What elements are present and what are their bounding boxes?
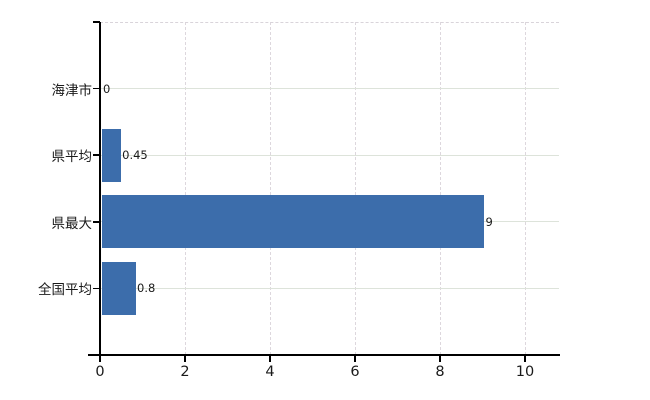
y-axis-tick [93, 87, 100, 90]
x-axis-line [88, 354, 560, 356]
x-axis-tick [354, 355, 356, 362]
x-axis-tick [439, 355, 441, 362]
x-axis-tick-label: 6 [350, 364, 360, 380]
x-axis-tick [524, 355, 526, 362]
horizontal-gridline [100, 287, 559, 289]
value-label: 0.8 [137, 281, 156, 296]
value-label: 0.45 [122, 148, 148, 163]
vertical-gridline [270, 22, 271, 355]
category-label: 県最大 [51, 215, 93, 232]
x-axis-tick-label: 4 [265, 364, 275, 380]
category-label: 県平均 [51, 149, 93, 166]
value-label: 0 [103, 81, 111, 96]
x-axis-tick-label: 2 [180, 364, 190, 380]
bar [101, 195, 484, 249]
category-label: 海津市 [51, 82, 93, 99]
horizontal-gridline [100, 88, 559, 90]
y-axis-tick [93, 154, 100, 156]
value-label: 9 [485, 214, 493, 229]
vertical-gridline [525, 22, 526, 355]
y-axis-top-tick [93, 21, 100, 23]
x-axis-tick [184, 355, 186, 362]
vertical-gridline [440, 22, 441, 355]
x-axis-tick-label: 8 [435, 364, 445, 380]
bar [101, 261, 136, 315]
category-label: 全国平均 [38, 282, 92, 299]
x-axis-tick [99, 355, 101, 362]
y-axis-tick [93, 287, 100, 290]
y-axis-tick [93, 221, 100, 223]
vertical-gridline [185, 22, 186, 355]
y-axis-line [99, 22, 101, 362]
x-axis-tick [269, 355, 271, 362]
vertical-gridline [355, 22, 356, 355]
plot-top-border [100, 22, 559, 23]
horizontal-gridline [100, 154, 559, 156]
x-axis-tick-label: 10 [515, 364, 535, 380]
bar [101, 128, 121, 182]
x-axis-tick-label: 0 [95, 364, 105, 380]
